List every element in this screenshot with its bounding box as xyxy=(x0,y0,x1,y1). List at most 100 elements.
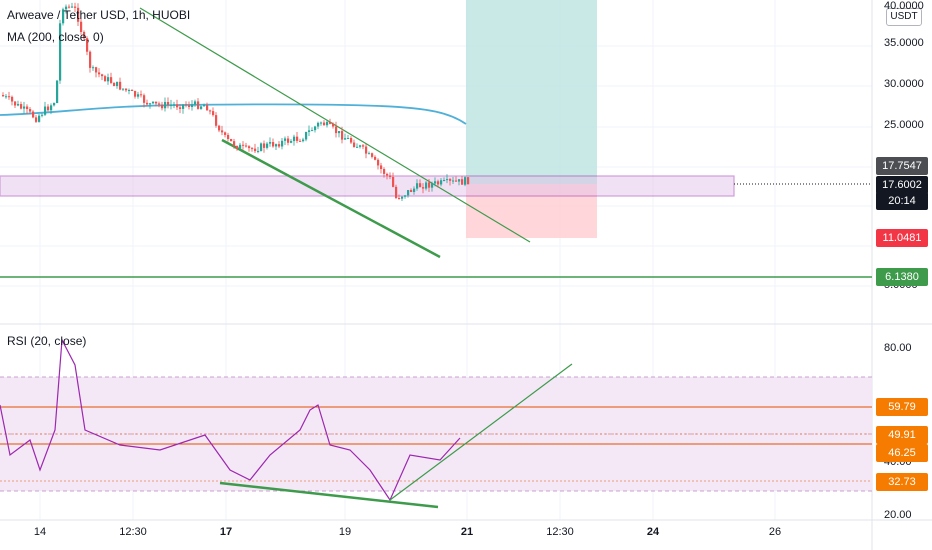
candle-body xyxy=(233,141,236,146)
candle-body xyxy=(134,91,137,97)
candle-body xyxy=(170,104,173,106)
candle-body xyxy=(278,144,281,147)
time-axis-label: 14 xyxy=(33,526,47,538)
candle-body xyxy=(146,102,149,105)
rsi-tag: 32.73 xyxy=(876,473,928,491)
candle-body xyxy=(161,104,164,109)
candle-body xyxy=(341,131,344,140)
candle-body xyxy=(5,96,8,98)
candle-body xyxy=(86,38,89,52)
candle-body xyxy=(44,106,47,115)
candle-body xyxy=(68,6,71,8)
candle-body xyxy=(401,196,404,199)
candle-body xyxy=(275,144,278,147)
candle-body xyxy=(26,106,29,110)
candle-body xyxy=(95,67,98,73)
candle-body xyxy=(110,77,113,83)
ma-label: MA (200, close, 0) xyxy=(7,30,104,44)
price-tag: 17.6002 xyxy=(876,176,928,194)
candle-body xyxy=(59,23,62,81)
candle-body xyxy=(2,95,5,97)
rsi-line xyxy=(0,337,461,502)
candle-body xyxy=(263,143,266,148)
candle-body xyxy=(299,140,302,142)
candle-body xyxy=(149,103,152,105)
time-axis-label: 19 xyxy=(338,526,352,538)
candle-body xyxy=(113,82,116,87)
candle-body xyxy=(446,179,449,181)
candle-body xyxy=(431,183,434,188)
candle-body xyxy=(347,138,350,140)
candle-body xyxy=(167,101,170,105)
candle-body xyxy=(377,159,380,166)
candle-body xyxy=(200,106,203,109)
symbol-legend: Arweave / Tether USD, 1h, HUOBI xyxy=(7,8,194,22)
candle-body xyxy=(218,125,221,131)
candle-body xyxy=(254,148,257,152)
candle-body xyxy=(419,183,422,188)
candle-body xyxy=(260,143,263,151)
currency-button[interactable]: USDT xyxy=(886,8,922,26)
candle-body xyxy=(395,186,398,198)
candle-body xyxy=(314,126,317,131)
rsi-divergence-line xyxy=(219,481,439,509)
candle-body xyxy=(410,190,413,192)
candle-body xyxy=(311,130,314,132)
support-trendline xyxy=(221,138,441,259)
candle-body xyxy=(296,136,299,141)
candle-body xyxy=(179,107,182,109)
candle-body xyxy=(383,169,386,174)
rsi-trendline xyxy=(389,363,573,501)
candle-body xyxy=(368,153,371,155)
candle-body xyxy=(425,182,428,189)
candle-body xyxy=(212,111,215,116)
candle-body xyxy=(98,72,101,75)
price-axis-label: 25.0000 xyxy=(884,119,924,131)
candle-body xyxy=(404,195,407,197)
candle-body xyxy=(23,106,26,109)
candle-body xyxy=(206,105,209,111)
candle-body xyxy=(20,104,23,109)
candle-body xyxy=(467,177,470,185)
candle-body xyxy=(281,140,284,147)
candle-body xyxy=(236,145,239,149)
time-axis-label: 21 xyxy=(460,526,474,538)
candle-body xyxy=(35,117,38,122)
candle-body xyxy=(11,96,14,102)
rsi-tag: 46.25 xyxy=(876,444,928,462)
candle-body xyxy=(365,146,368,154)
ma-legend: MA (200, close, 0) xyxy=(7,30,108,44)
candle-body xyxy=(32,111,35,118)
candle-body xyxy=(38,115,41,122)
time-axis-label: 12:30 xyxy=(119,526,147,538)
resistance-trendline xyxy=(139,7,531,243)
candle-body xyxy=(461,179,464,185)
rsi-axis-label: 20.00 xyxy=(884,509,912,521)
candle-body xyxy=(71,6,74,8)
candle-body xyxy=(272,142,275,147)
candle-body xyxy=(305,131,308,140)
candle-body xyxy=(158,103,161,105)
candle-body xyxy=(389,175,392,177)
time-axis-label: 12:30 xyxy=(546,526,574,538)
candle-body xyxy=(29,109,32,112)
candle-body xyxy=(8,96,11,98)
candle-body xyxy=(266,143,269,148)
candle-body xyxy=(293,136,296,142)
candle-body xyxy=(41,114,44,116)
candle-body xyxy=(458,179,461,182)
candle-body xyxy=(65,6,68,10)
candle-body xyxy=(176,104,179,108)
moving-average-line xyxy=(0,103,467,125)
candle-body xyxy=(413,188,416,192)
candle-body xyxy=(17,104,20,106)
candle-body xyxy=(308,130,311,132)
candle-body xyxy=(50,105,53,111)
candle-body xyxy=(257,150,260,152)
candle-body xyxy=(125,88,128,91)
candle-body xyxy=(137,94,140,97)
candle-body xyxy=(239,144,242,149)
candle-body xyxy=(74,6,77,8)
support-zone xyxy=(0,175,735,197)
